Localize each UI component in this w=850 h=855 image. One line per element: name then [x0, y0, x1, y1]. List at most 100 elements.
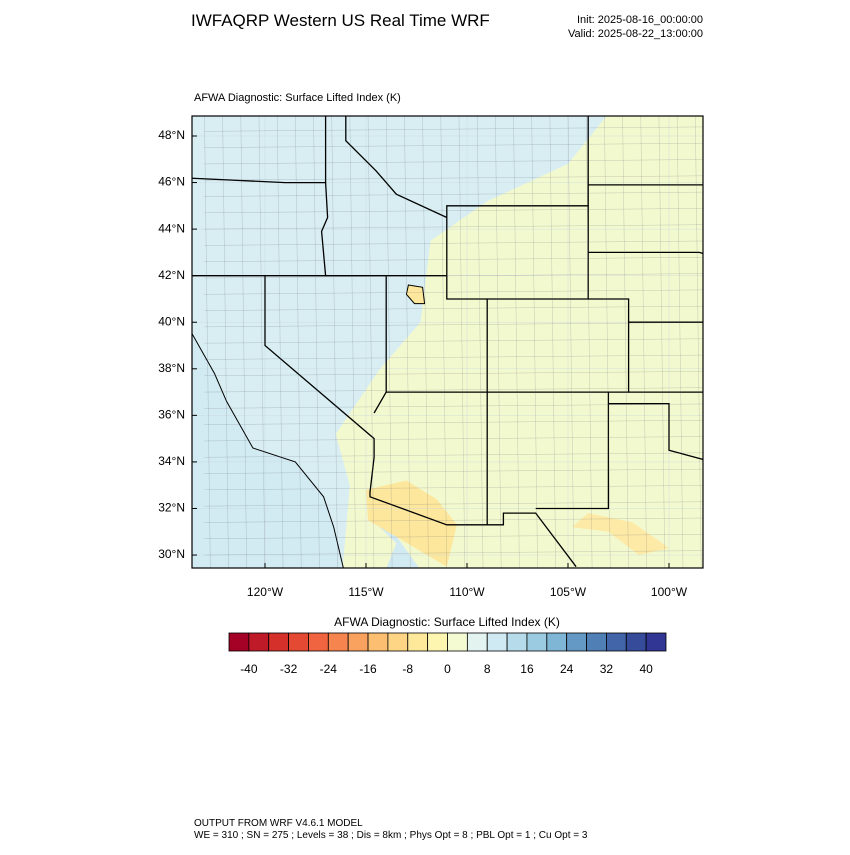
county-line — [404, 116, 411, 568]
lat-tick-label: 48°N — [158, 128, 185, 142]
county-line — [204, 436, 703, 442]
init-time: Init: 2025-08-16_00:00:00 — [577, 14, 703, 26]
colorbar-bin — [447, 632, 468, 652]
county-line — [204, 517, 703, 523]
map-title: AFWA Diagnostic: Surface Lifted Index (K… — [194, 92, 401, 104]
county-line — [204, 550, 703, 556]
title: IWFAQRP Western US Real Time WRF — [191, 11, 490, 30]
warm-region — [572, 513, 669, 555]
colorbar-bin — [625, 632, 647, 652]
state-border — [373, 391, 387, 414]
county-line — [458, 116, 465, 568]
county-line — [295, 116, 302, 568]
county-line — [204, 126, 703, 132]
county-line — [204, 306, 703, 311]
lat-tick-label: 44°N — [158, 221, 185, 235]
county-line — [204, 354, 703, 360]
state-border — [264, 275, 577, 568]
lon-tick-label: 110°W — [449, 585, 485, 599]
colorbar-bin — [268, 632, 289, 652]
county-line — [313, 116, 320, 568]
county-line — [204, 403, 703, 409]
colorbar-bin — [506, 632, 528, 652]
colorbar-bin — [526, 632, 548, 652]
colorbar-bin — [367, 632, 389, 652]
lat-tick-label: 42°N — [158, 268, 185, 282]
county-line — [240, 116, 247, 568]
county-line — [513, 116, 520, 568]
county-line — [204, 110, 729, 115]
county-line — [440, 116, 447, 568]
colorbar: -40 -32 -24 -16 -8 0 8 16 24 32 40 — [228, 632, 667, 676]
colorbar-tick-label: -16 — [359, 662, 377, 676]
lon-tick-label: 115°W — [348, 585, 384, 599]
county-line — [204, 159, 703, 165]
colorbar-bin — [586, 632, 607, 652]
county-line — [204, 116, 211, 568]
colorbar-tick-label: -32 — [280, 662, 298, 676]
county-line — [204, 338, 703, 344]
footer-line: WE = 310 ; SN = 275 ; Levels = 38 ; Dis … — [194, 830, 588, 841]
county-line — [567, 116, 575, 568]
county-line — [676, 116, 684, 568]
county-line — [204, 224, 703, 230]
colorbar-tick-label: -8 — [402, 662, 413, 676]
valid-time: Valid: 2025-08-22_13:00:00 — [568, 28, 703, 40]
county-line — [258, 116, 265, 568]
lat-tick-label: 38°N — [158, 361, 185, 375]
colorbar-tick-label: -24 — [320, 662, 338, 676]
county-line — [204, 387, 703, 393]
county-line — [277, 116, 284, 568]
county-line — [349, 116, 356, 568]
colorbar-bin — [248, 632, 270, 652]
colorbar-tick-label: 32 — [600, 662, 614, 676]
colorbar-bin — [486, 632, 508, 652]
county-line — [204, 420, 703, 425]
lon-tick-label: 105°W — [550, 585, 587, 599]
county-line — [222, 116, 229, 568]
county-line — [640, 116, 647, 568]
county-line — [204, 289, 703, 295]
county-line — [204, 143, 703, 148]
colorbar-bin — [407, 632, 429, 652]
colorbar-tick-label: -40 — [240, 662, 258, 676]
county-line — [477, 116, 484, 568]
lat-tick-label: 36°N — [158, 408, 185, 422]
lon-tick-label: 100°W — [651, 585, 688, 599]
county-line — [604, 116, 611, 568]
colorbar-bin — [566, 632, 587, 652]
colorbar-bin — [327, 632, 349, 652]
footer-line: OUTPUT FROM WRF V4.6.1 MODEL — [194, 818, 363, 829]
colorbar-bin — [606, 632, 627, 652]
county-line — [331, 116, 338, 568]
colorbar-bin — [546, 632, 568, 652]
county-line — [204, 371, 703, 376]
county-line — [531, 116, 538, 568]
county-line — [367, 116, 375, 568]
county-line — [204, 240, 703, 246]
colorbar-bin — [347, 632, 369, 652]
state-border — [385, 275, 488, 525]
lat-tick-label: 46°N — [158, 175, 185, 189]
county-line — [204, 175, 703, 181]
county-line — [622, 116, 629, 568]
colorbar-bin — [387, 632, 409, 652]
colorbar-title: AFWA Diagnostic: Surface Lifted Index (K… — [334, 615, 560, 629]
county-line — [204, 485, 703, 490]
county-line — [586, 116, 593, 568]
colorbar-bin — [466, 632, 488, 652]
county-line — [549, 116, 556, 568]
state-border — [345, 116, 448, 219]
map-frame — [191, 115, 704, 569]
colorbar-bin — [288, 632, 309, 652]
state-border — [588, 251, 703, 255]
county-line — [495, 116, 502, 568]
county-line — [204, 273, 703, 279]
county-line — [386, 116, 393, 568]
lat-tick-label: 40°N — [158, 314, 185, 328]
colorbar-bin — [228, 632, 250, 652]
county-line — [713, 113, 719, 579]
county-line — [204, 257, 703, 262]
map-ticks: 48°N 46°N 44°N 42°N 40°N 38°N 36°N 34°N 32°N 30°N… — [158, 128, 688, 599]
